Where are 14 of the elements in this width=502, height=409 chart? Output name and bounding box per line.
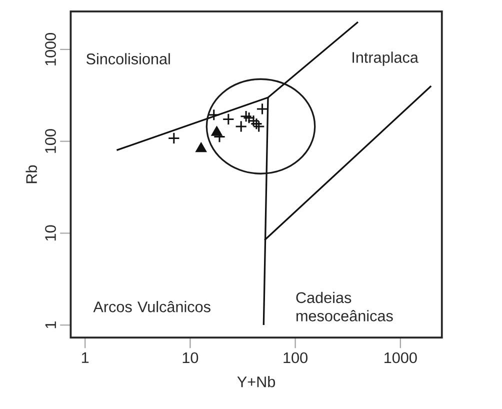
annotation: Arcos Vulcânicos (93, 300, 210, 312)
y-tick-label: 1000 (45, 32, 56, 66)
annotation: Intraplaca (352, 52, 418, 66)
x-tick-label: 1 (82, 352, 89, 363)
annotation: Sincolisional (86, 53, 170, 64)
annotation: Cadeias mesoceânicas (296, 292, 393, 322)
x-tick-label: 1000 (384, 352, 417, 364)
y-axis-title: Rb (26, 165, 37, 183)
x-axis-title: Y+Nb (237, 376, 276, 388)
y-tick-label: 100 (45, 129, 56, 153)
x-tick-label: 10 (182, 352, 198, 364)
x-tick-label: 100 (284, 352, 308, 364)
y-tick-label: 1 (45, 321, 56, 328)
y-tick-label: 10 (45, 225, 56, 240)
